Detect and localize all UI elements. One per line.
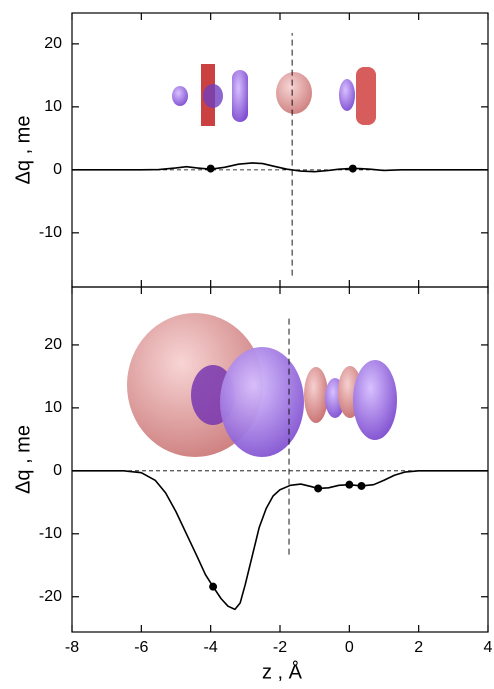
y-tick-label: 0 [53,161,62,178]
y-tick-label: -10 [39,525,62,542]
isosurface [353,360,397,440]
x-tick-label: -8 [65,639,79,656]
plot-frame [72,13,488,287]
isosurfaces-bottom [127,313,397,457]
data-point [209,583,217,591]
isosurfaces-top [172,64,376,126]
x-tick-label: -6 [134,639,148,656]
y-tick-label: 0 [53,462,62,479]
y-tick-label: 10 [44,98,62,115]
y-tick-label: 20 [44,336,62,353]
x-tick-label: 0 [345,639,354,656]
y-tick-label: -20 [39,588,62,605]
y-tick-label: 20 [44,35,62,52]
isosurface [232,70,248,122]
data-line [72,471,488,610]
isosurface [203,84,223,108]
data-line [72,163,488,172]
data-point [314,484,322,492]
y-axis-label: Δq , me [12,425,34,494]
isosurface [339,79,355,111]
data-point [357,482,365,490]
x-tick-label: 4 [484,639,493,656]
x-tick-label: -2 [273,639,287,656]
data-point [349,165,357,173]
y-axis-label: Δq , me [12,116,34,185]
x-tick-label: 2 [414,639,423,656]
isosurface [304,367,328,423]
isosurface [172,86,188,106]
x-tick-label: -4 [204,639,218,656]
data-point [345,481,353,489]
y-tick-label: 10 [44,399,62,416]
data-point [207,165,215,173]
x-axis-label: z , Å [262,660,303,683]
isosurface [356,67,376,125]
isosurface [220,347,304,457]
y-tick-label: -10 [39,224,62,241]
chart: -1001020Δq , me-20-1001020-8-6-4-2024Δq … [0,0,494,689]
plot-frame [72,287,488,632]
isosurface [276,72,312,114]
